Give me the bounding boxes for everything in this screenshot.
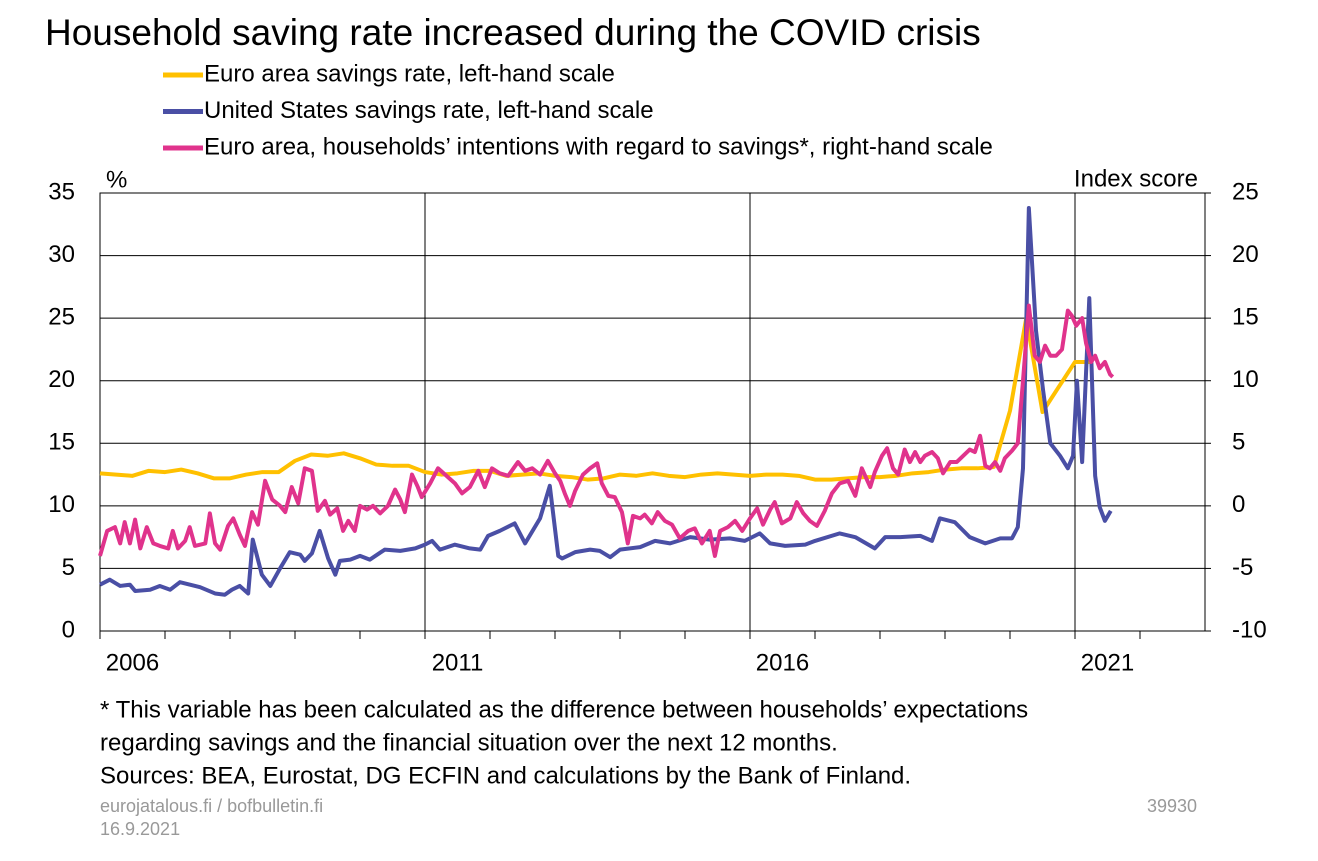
y-tick-label: 25 (48, 303, 75, 330)
y-tick-label: 20 (48, 366, 75, 393)
legend-label: Euro area, households’ intentions with r… (204, 133, 993, 160)
y2-tick-label: 5 (1232, 429, 1245, 456)
series-line (99, 206, 1113, 597)
site: eurojatalous.fi / bofbulletin.fi (100, 796, 323, 816)
legend-label: Euro area savings rate, left-hand scale (204, 60, 615, 87)
series-line (98, 303, 1115, 558)
chart-id: 39930 (1147, 796, 1197, 816)
y2-tick-label: -10 (1232, 616, 1267, 643)
plot-frame (99, 192, 1206, 632)
y-tick-label: 0 (62, 616, 75, 643)
y-tick-label: 30 (48, 241, 75, 268)
x-tick-label: 2021 (1081, 649, 1134, 676)
chart-title: Household saving rate increased during t… (45, 12, 981, 53)
series-line (99, 316, 1092, 482)
y2-tick-label: 0 (1232, 491, 1245, 518)
y2-tick-label: 20 (1232, 241, 1259, 268)
y-tick-label: 10 (48, 491, 75, 518)
legend-label: United States savings rate, left-hand sc… (204, 97, 654, 124)
y2-tick-label: 15 (1232, 303, 1259, 330)
footnote: regarding savings and the financial situ… (100, 729, 838, 756)
source-note: Sources: BEA, Eurostat, DG ECFIN and cal… (100, 762, 911, 789)
footnote: * This variable has been calculated as t… (100, 696, 1028, 723)
y2-tick-label: 10 (1232, 366, 1259, 393)
y2-tick-label: -5 (1232, 554, 1253, 581)
y-tick-label: 35 (48, 178, 75, 205)
date: 16.9.2021 (100, 819, 180, 839)
x-tick-label: 2016 (756, 649, 809, 676)
x-tick-label: 2006 (106, 649, 159, 676)
y2-tick-label: 25 (1232, 178, 1259, 205)
y-axis-label: % (106, 166, 127, 193)
y2-axis-label: Index score (1074, 165, 1198, 192)
y-tick-label: 15 (48, 429, 75, 456)
x-tick-label: 2011 (432, 649, 484, 676)
y-tick-label: 5 (62, 554, 75, 581)
